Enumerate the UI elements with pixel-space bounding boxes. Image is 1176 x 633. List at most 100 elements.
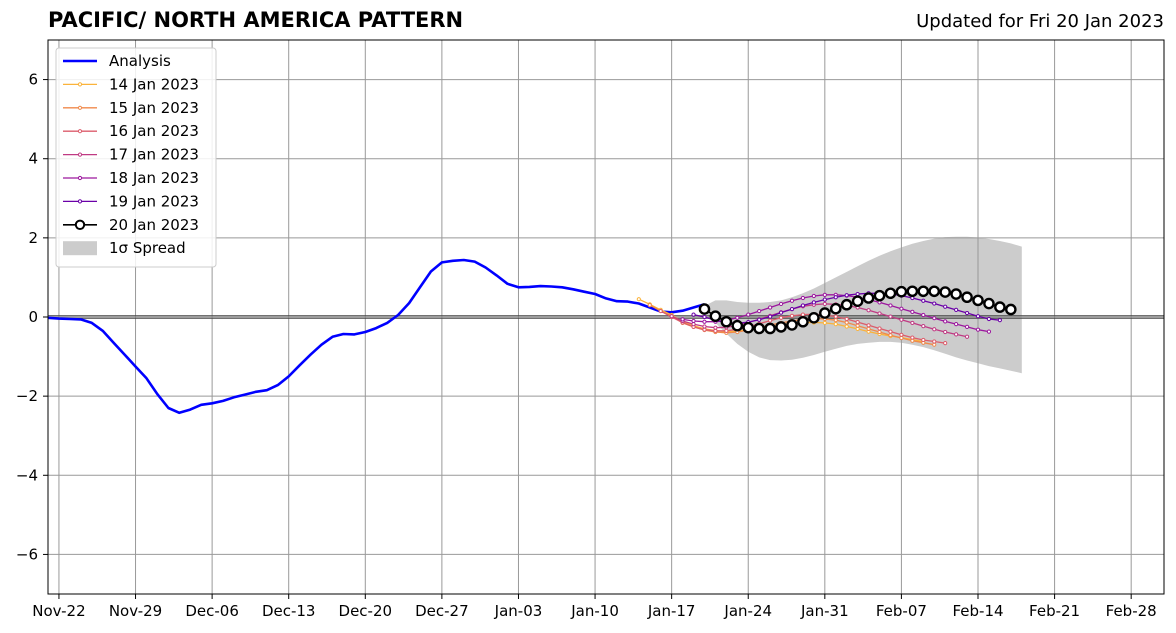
forecast-point	[943, 304, 948, 309]
forecast-point	[866, 308, 871, 313]
spread-layer	[704, 236, 1022, 374]
forecast-point	[833, 295, 838, 300]
forecast-point	[943, 319, 948, 324]
forecast-point	[844, 316, 849, 322]
forecast-point	[964, 334, 970, 339]
forecast-point	[932, 339, 937, 344]
forecast-point	[954, 332, 959, 337]
forecast-point	[789, 298, 795, 303]
x-tick-label: Dec-06	[185, 602, 239, 620]
forecast-point	[698, 303, 711, 315]
forecast-point	[997, 318, 1002, 323]
forecast-point	[888, 333, 893, 338]
x-tick-label: Jan-31	[800, 602, 849, 620]
legend-handle-marker	[77, 82, 83, 87]
x-tick-label: Feb-21	[1029, 602, 1080, 620]
y-tick-label: −2	[16, 387, 38, 405]
y-tick-label: 0	[28, 308, 38, 326]
legend-label: 16 Jan 2023	[109, 122, 199, 140]
forecast-point	[786, 319, 798, 331]
forecast-point	[862, 292, 875, 304]
forecast-point	[775, 321, 787, 333]
forecast-point	[954, 322, 959, 327]
legend-label: 17 Jan 2023	[109, 146, 199, 164]
forecast-point	[822, 297, 827, 302]
chart-subtitle: Updated for Fri 20 Jan 2023	[916, 11, 1164, 32]
legend-label: 20 Jan 2023	[109, 216, 199, 234]
forecast-point	[910, 335, 915, 340]
forecast-point	[691, 318, 696, 324]
y-tick-label: −4	[16, 466, 38, 484]
forecast-point	[910, 309, 915, 314]
forecast-point	[636, 297, 641, 302]
x-tick-label: Dec-20	[339, 602, 393, 620]
forecast-point	[932, 316, 937, 321]
forecast-point	[851, 295, 864, 307]
forecast-point	[983, 297, 995, 310]
forecast-point	[895, 285, 908, 298]
y-tick-label: 2	[28, 229, 38, 247]
forecast-point	[746, 312, 751, 317]
chart-title: PACIFIC/ NORTH AMERICA PATTERN	[48, 8, 464, 32]
forecast-point	[768, 305, 773, 310]
forecast-point	[921, 337, 926, 343]
forecast-point	[702, 324, 707, 329]
forecast-point	[720, 315, 733, 328]
forecast-point	[702, 319, 707, 324]
forecast-point	[753, 322, 765, 335]
forecast-point	[855, 320, 860, 325]
forecast-point	[709, 310, 722, 323]
forecast-point	[928, 285, 941, 298]
forecast-point	[877, 329, 882, 335]
forecast-point	[964, 310, 970, 316]
forecast-point	[819, 307, 831, 319]
x-tick-label: Nov-29	[109, 602, 162, 620]
forecast-point	[975, 327, 981, 332]
forecast-point	[658, 308, 663, 314]
forecast-point	[975, 314, 981, 319]
forecast-point	[691, 312, 696, 317]
forecast-point	[811, 293, 816, 299]
x-tick-label: Jan-24	[723, 602, 772, 620]
forecast-point	[939, 286, 951, 298]
x-tick-label: Dec-13	[262, 602, 316, 620]
forecast-point	[1005, 303, 1017, 316]
forecast-point	[757, 317, 762, 322]
forecast-point	[778, 315, 784, 320]
forecast-point	[866, 326, 871, 331]
y-tick-label: −6	[16, 545, 38, 563]
forecast-point	[822, 292, 827, 297]
forecast-point	[840, 298, 853, 311]
forecast-point	[808, 311, 820, 324]
forecast-point	[757, 308, 762, 314]
forecast-point	[844, 293, 849, 298]
x-tick-label: Feb-14	[952, 602, 1003, 620]
forecast-point	[647, 303, 652, 308]
x-tick-label: Feb-28	[1106, 602, 1157, 620]
forecast-point	[943, 329, 948, 335]
x-axis: Nov-22 Nov-29 Dec-06 Dec-13 Dec-20 Dec-27 Jan-…	[32, 594, 1157, 620]
forecast-point	[778, 301, 784, 307]
forecast-point	[844, 320, 849, 325]
forecast-point	[724, 328, 729, 333]
forecast-point	[917, 285, 930, 298]
x-tick-label: Jan-10	[570, 602, 619, 620]
forecast-point	[964, 324, 970, 329]
y-tick-label: 6	[28, 71, 38, 89]
legend-label: 19 Jan 2023	[109, 192, 199, 210]
forecast-point	[943, 341, 948, 346]
forecast-point	[888, 329, 893, 334]
forecast-point	[702, 314, 707, 320]
legend-label: 14 Jan 2023	[109, 75, 199, 93]
forecast-point	[950, 288, 962, 300]
forecast-point	[713, 325, 718, 330]
legend-handle-marker	[77, 129, 83, 134]
forecast-point	[866, 323, 871, 328]
forecast-point	[833, 314, 838, 319]
forecast-point	[800, 303, 806, 308]
forecast-point	[822, 301, 827, 307]
x-tick-label: Nov-22	[32, 602, 85, 620]
forecast-point	[910, 320, 915, 326]
forecast-point	[994, 301, 1006, 313]
